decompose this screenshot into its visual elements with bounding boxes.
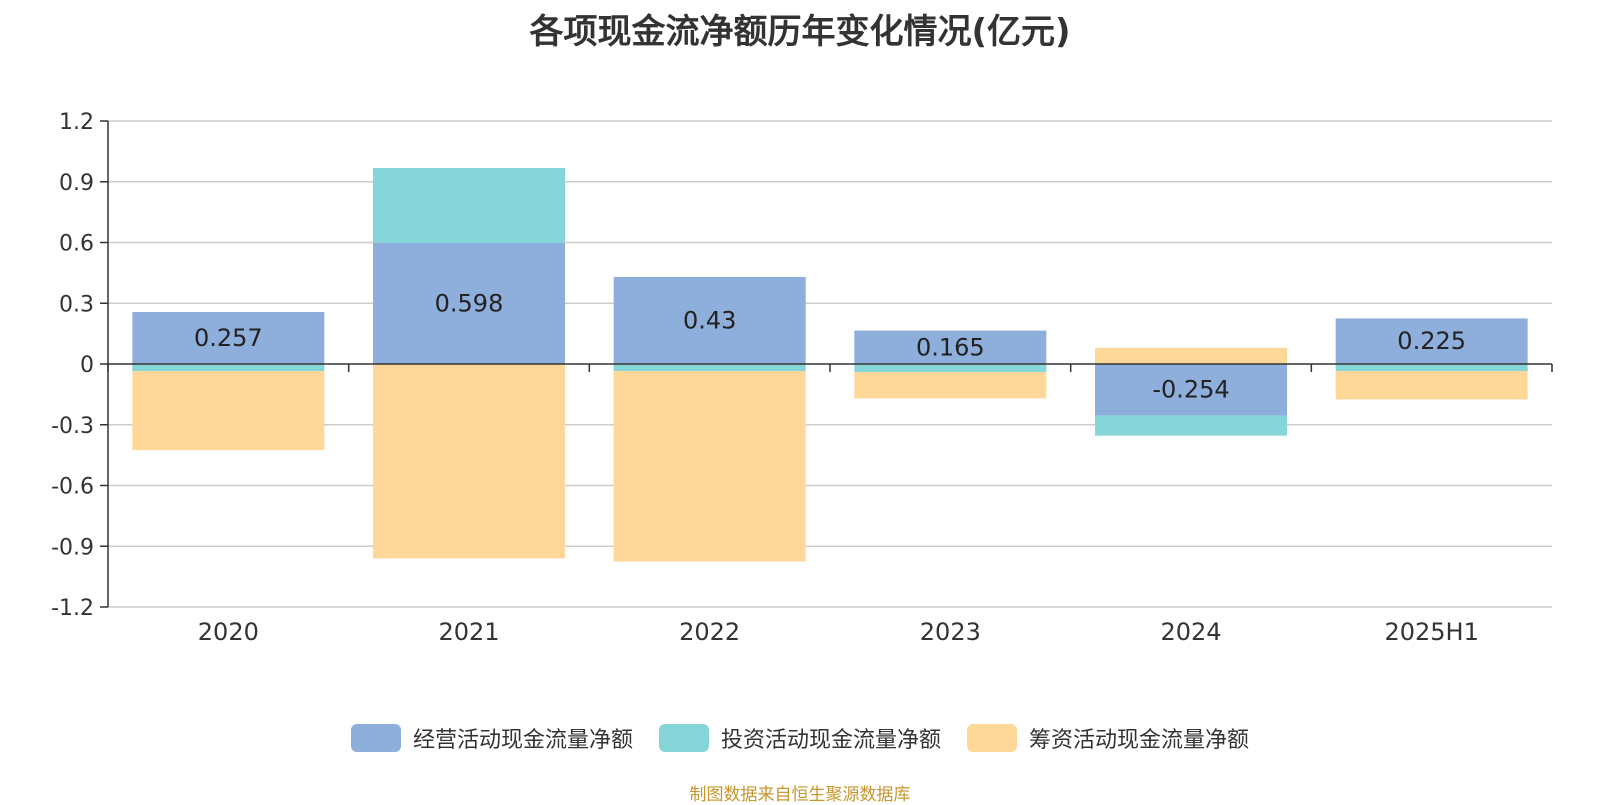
bar-operating-2022 [613, 276, 806, 364]
bar-investing-2024 [1095, 415, 1287, 436]
y-tick-label: 0.9 [59, 171, 94, 196]
x-tick-label: 2025H1 [1384, 618, 1478, 646]
bar-operating-2023 [854, 330, 1047, 364]
data-label-2024: -0.254 [1152, 376, 1229, 404]
legend-label-financing: 筹资活动现金流量净额 [1029, 728, 1250, 753]
bar-financing-2023 [854, 372, 1047, 399]
x-tick-label: 2022 [679, 618, 740, 646]
legend-label-investing: 投资活动现金流量净额 [720, 728, 941, 753]
data-label-2022: 0.43 [683, 306, 736, 334]
y-tick-label: -1.2 [51, 596, 94, 621]
bar-investing-2021 [373, 167, 565, 243]
y-tick-label: 0.3 [59, 292, 94, 317]
bar-investing-2023 [854, 364, 1047, 373]
legend-swatch-investing [658, 724, 709, 752]
x-tick-label: 2024 [1160, 618, 1221, 646]
bar-operating-2020 [132, 311, 325, 364]
bar-investing-2025H1 [1335, 364, 1528, 372]
x-tick-label: 2020 [198, 618, 259, 646]
data-label-2025H1: 0.225 [1397, 327, 1466, 355]
legend-label-operating: 经营活动现金流量净额 [412, 728, 633, 753]
legend-item-investing[interactable]: 投资活动现金流量净额 [658, 722, 941, 754]
bar-financing-2020 [132, 371, 325, 451]
bar-operating-2021 [373, 242, 565, 364]
bar-operating-2024 [1095, 364, 1287, 416]
bar-financing-2021 [373, 364, 565, 559]
legend: 经营活动现金流量净额 投资活动现金流量净额 筹资活动现金流量净额 [0, 722, 1600, 754]
bar-operating-2025H1 [1335, 318, 1528, 364]
x-tick-label: 2023 [920, 618, 981, 646]
chart-title: 各项现金流净额历年变化情况(亿元) [529, 12, 1071, 52]
bar-investing-2020 [132, 364, 325, 372]
legend-swatch-financing [967, 724, 1017, 752]
bar-investing-2022 [613, 364, 806, 372]
y-tick-label: 1.2 [59, 110, 94, 135]
bar-financing-2025H1 [1335, 371, 1528, 400]
y-tick-label: 0 [80, 353, 94, 378]
y-tick-label: -0.3 [51, 414, 94, 439]
legend-swatch-operating [350, 724, 401, 752]
data-label-2023: 0.165 [916, 333, 985, 361]
y-tick-label: -0.6 [51, 475, 94, 500]
legend-item-operating[interactable]: 经营活动现金流量净额 [350, 722, 633, 754]
y-tick-label: 0.6 [59, 232, 94, 257]
data-label-2021: 0.598 [435, 289, 504, 317]
data-label-2020: 0.257 [194, 324, 263, 352]
bar-financing-2024 [1095, 347, 1287, 364]
source-note: 制图数据来自恒生聚源数据库 [689, 785, 911, 805]
legend-item-financing[interactable]: 筹资活动现金流量净额 [967, 722, 1249, 754]
y-tick-label: -0.9 [51, 535, 94, 560]
x-tick-label: 2021 [438, 618, 499, 646]
bar-financing-2022 [613, 371, 806, 562]
